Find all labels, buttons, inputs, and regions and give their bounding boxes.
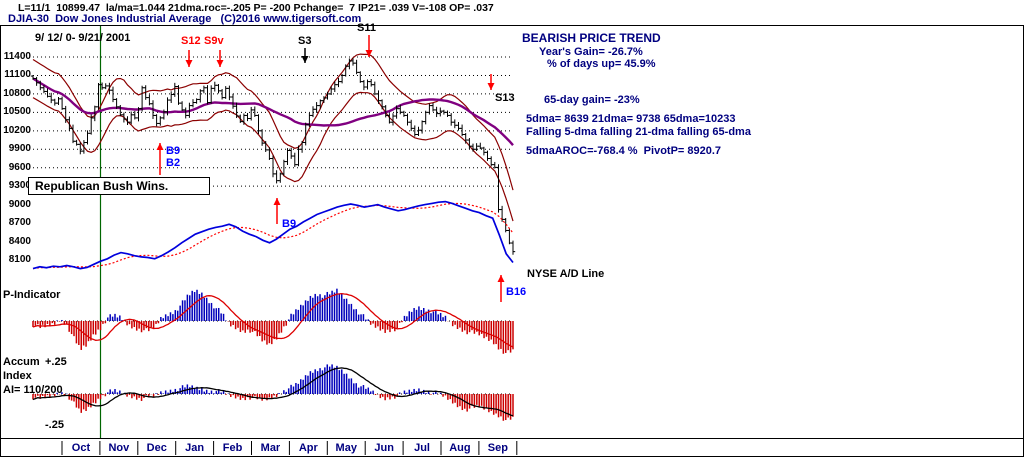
signal-arrowhead [216,60,224,67]
event-note-box: Republican Bush Wins. [28,177,210,195]
accum-scale-plus-label: +.25 [45,356,67,368]
upper-band-line [32,53,514,191]
date-range-label: 9/ 12/ 0- 9/21/ 2001 [35,32,131,44]
signal-arrowhead [156,143,164,150]
ad-ma-dotted-line [32,202,514,270]
chart-border-box [0,25,1024,457]
aroc-pivot-label: 5dmaAROC=-768.4 % PivotP= 8920.7 [526,145,722,157]
signal-arrowhead [497,275,505,282]
days-up-label: % of days up= 45.9% [547,58,656,70]
chart-title: DJIA-30 Dow Jones Industrial Average (C)… [8,13,362,25]
accum-index-ma-line [32,367,514,417]
accum-index-label: Index [3,370,32,382]
ai-value-label: AI= 110/200 [3,384,63,396]
dma65-line [32,77,514,146]
signal-arrowhead [273,198,281,205]
signal-arrowhead [487,83,495,90]
accum-label: Accum [3,356,40,368]
ad-line-label: NYSE A/D Line [527,268,605,280]
stats-line: L=11/1 10899.47 la/ma=1.044 21dma.roc=-.… [18,2,494,14]
signal-arrowhead [301,56,309,63]
signal-arrowhead [365,50,373,57]
years-gain-label: Year's Gain= -26.7% [539,46,643,58]
dma-trend-label: Falling 5-dma falling 21-dma falling 65-… [526,126,751,138]
nyse-ad-line [32,200,514,270]
accum-scale-minus-label: -.25 [45,419,64,431]
dma-values-label: 5dma= 8639 21dma= 9738 65dma=10233 [526,113,736,125]
trend-label: BEARISH PRICE TREND [522,31,661,45]
p-indicator-ma-line [32,292,514,348]
p-indicator-label: P-Indicator [3,289,61,301]
gain-65day-label: 65-day gain= -23% [544,94,640,106]
lower-band-line [32,91,514,222]
signal-arrowhead [185,60,193,67]
